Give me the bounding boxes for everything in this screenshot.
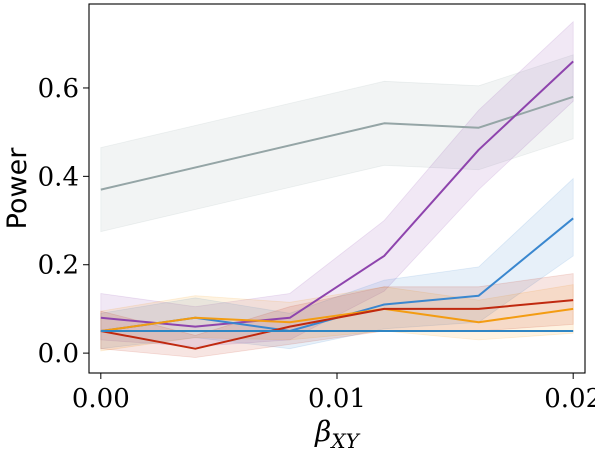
y-tick-label: 0.4: [38, 162, 79, 192]
x-axis-label: βXY: [314, 415, 360, 453]
y-axis-label: Power: [2, 147, 33, 230]
x-axis-ticks: 0.00 0.01 0.02: [72, 373, 595, 414]
series-lines: [100, 60, 574, 350]
series-4-line: [100, 299, 574, 350]
series-0-line: [100, 95, 574, 191]
y-axis-ticks: 0.0 0.2 0.4 0.6: [38, 74, 89, 369]
x-axis-label-sub: XY: [329, 429, 360, 453]
series-1-line: [100, 60, 574, 328]
series-3-line: [100, 307, 574, 332]
series-0-band: [100, 54, 574, 233]
y-tick-label: 0.6: [38, 74, 79, 104]
series-1-band: [100, 20, 574, 347]
x-tick-label: 0.02: [544, 384, 595, 414]
x-tick-label: 0.01: [308, 384, 366, 414]
x-tick-label: 0.00: [72, 384, 130, 414]
y-tick-label: 0.0: [38, 339, 79, 369]
y-tick-label: 0.2: [38, 251, 79, 281]
x-axis-label-main: β: [314, 415, 331, 448]
series-2-band: [100, 177, 574, 350]
